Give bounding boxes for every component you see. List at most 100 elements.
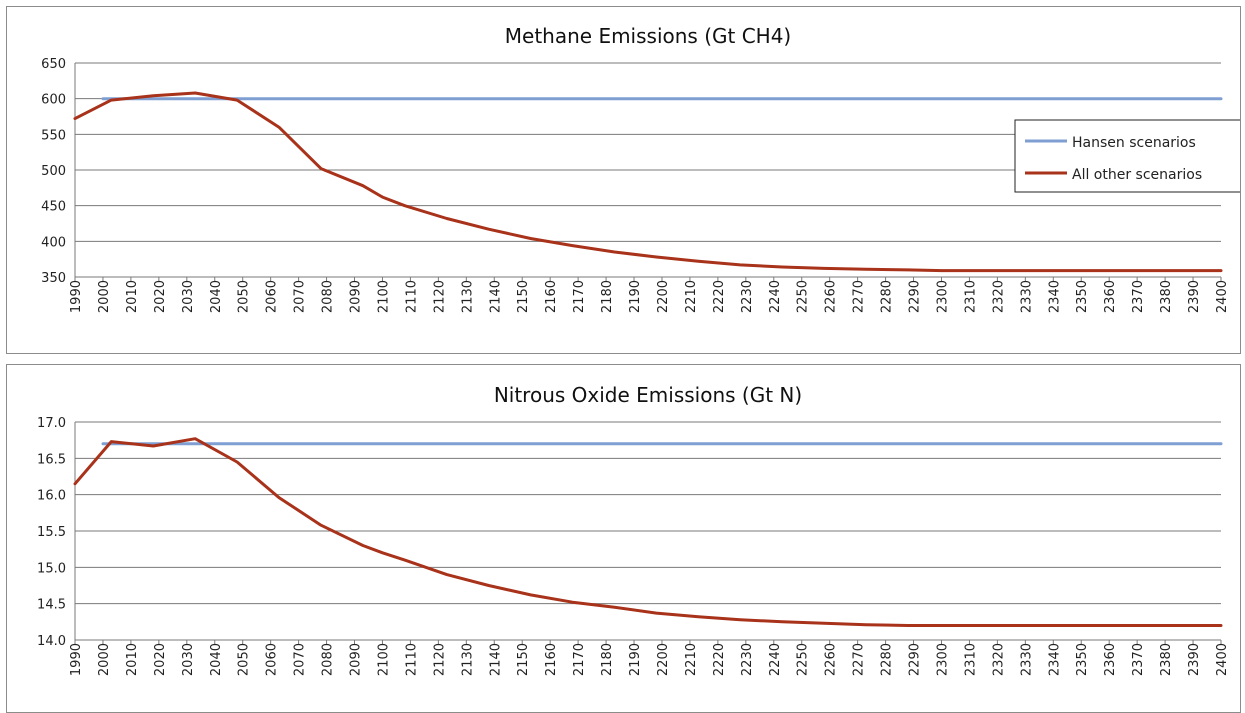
chart-title: Nitrous Oxide Emissions (Gt N) [494,383,802,407]
legend-entry-label: All other scenarios [1072,167,1202,183]
x-tick-label: 2340 [1047,280,1062,313]
x-tick-label: 2110 [404,280,419,313]
x-tick-label: 1990 [69,643,84,676]
x-tick-label: 2310 [963,643,978,676]
x-tick-label: 2230 [740,643,755,676]
x-tick-label: 2310 [963,280,978,313]
y-tick-label: 15.5 [37,525,66,540]
x-tick-label: 2050 [237,280,252,313]
x-tick-label: 2280 [880,643,895,676]
x-tick-label: 2290 [908,280,923,313]
x-tick-label: 2040 [209,643,224,676]
x-tick-label: 2330 [1019,280,1034,313]
x-tick-label: 2190 [628,643,643,676]
x-tick-label: 2280 [880,280,895,313]
x-tick-label: 2130 [460,280,475,313]
x-tick-label: 2110 [404,643,419,676]
x-tick-label: 2160 [544,643,559,676]
x-tick-label: 2080 [321,643,336,676]
y-tick-label: 650 [41,57,66,72]
legend: Hansen scenarios All other scenarios [1014,119,1240,193]
legend-box [1014,119,1240,193]
y-tick-label: 16.5 [37,452,66,467]
x-tick-label: 2050 [237,643,252,676]
y-tick-label: 500 [41,164,66,179]
x-tick-label: 2060 [265,280,280,313]
x-tick-label: 2340 [1047,643,1062,676]
x-tick-label: 2200 [656,280,671,313]
x-tick-label: 2210 [684,643,699,676]
nitrous-oxide-chart-panel: Nitrous Oxide Emissions (Gt N) 14.0 14.5 15… [6,364,1241,713]
x-tick-label: 2260 [824,643,839,676]
x-tick-label: 2260 [824,280,839,313]
x-tick-label: 2300 [935,643,950,676]
x-tick-label: 2270 [852,280,867,313]
x-tick-label: 2010 [125,280,140,313]
x-tick-label: 2220 [712,643,727,676]
x-tick-label: 2140 [488,280,503,313]
x-tick-label: 2250 [796,280,811,313]
x-tick-label: 2040 [209,280,224,313]
y-tick-label: 350 [41,271,66,286]
x-tick-label: 2020 [153,280,168,313]
x-tick-label: 2000 [97,643,112,676]
y-tick-label: 16.0 [37,489,66,504]
x-tick-label: 2070 [293,280,308,313]
x-tick-label: 1990 [69,280,84,313]
x-tick-label: 2180 [600,280,615,313]
x-tick-label: 2080 [321,280,336,313]
x-tick-label: 2400 [1215,643,1230,676]
x-tick-label: 2150 [516,280,531,313]
legend-entry-label: Hansen scenarios [1072,135,1196,151]
y-tick-label: 14.5 [37,598,66,613]
x-tick-label: 2090 [349,643,364,676]
x-tick-label: 2320 [991,643,1006,676]
x-tick-label: 2380 [1159,643,1174,676]
x-tick-label: 2370 [1131,643,1146,676]
x-tick-label: 2240 [768,643,783,676]
series-line-other [73,91,1223,273]
x-tick-label: 2170 [572,643,587,676]
x-tick-label: 2390 [1187,643,1202,676]
x-tick-label: 2150 [516,643,531,676]
x-tick-label: 2020 [153,643,168,676]
methane-chart-panel: Methane Emissions (Gt CH4) 350 400 450 500 55… [6,6,1241,354]
x-tick-label: 2330 [1019,643,1034,676]
x-tick-label: 2190 [628,280,643,313]
x-tick-label: 2230 [740,280,755,313]
x-tick-label: 2170 [572,280,587,313]
x-tick-label: 2000 [97,280,112,313]
x-tick-label: 2360 [1103,280,1118,313]
x-tick-label: 2360 [1103,643,1118,676]
x-tick-label: 2320 [991,280,1006,313]
x-tick-label: 2370 [1131,280,1146,313]
x-tick-label: 2210 [684,280,699,313]
x-tick-label: 2200 [656,643,671,676]
x-tick-label: 2380 [1159,280,1174,313]
series-line-other [73,437,1223,627]
x-tick-label: 2160 [544,280,559,313]
y-tick-label: 15.0 [37,561,66,576]
chart-title: Methane Emissions (Gt CH4) [505,24,791,48]
y-tick-label: 450 [41,200,66,215]
x-tick-label: 2350 [1075,643,1090,676]
x-tick-label: 2120 [432,643,447,676]
methane-chart: Methane Emissions (Gt CH4) 350 400 450 500 55… [41,24,1240,313]
x-tick-label: 2240 [768,280,783,313]
nitrous-oxide-chart: Nitrous Oxide Emissions (Gt N) 14.0 14.5 15… [37,383,1230,676]
y-tick-label: 14.0 [37,634,66,649]
x-tick-label: 2250 [796,643,811,676]
x-tick-label: 2090 [349,280,364,313]
y-tick-label: 600 [41,93,66,108]
x-tick-label: 2140 [488,643,503,676]
x-tick-label: 2180 [600,643,615,676]
x-tick-label: 2120 [432,280,447,313]
x-tick-label: 2300 [935,280,950,313]
x-tick-label: 2400 [1215,280,1230,313]
x-tick-label: 2030 [181,643,196,676]
x-tick-label: 2350 [1075,280,1090,313]
x-tick-label: 2390 [1187,280,1202,313]
x-tick-label: 2070 [293,643,308,676]
x-tick-label: 2100 [376,643,391,676]
x-tick-label: 2100 [376,280,391,313]
